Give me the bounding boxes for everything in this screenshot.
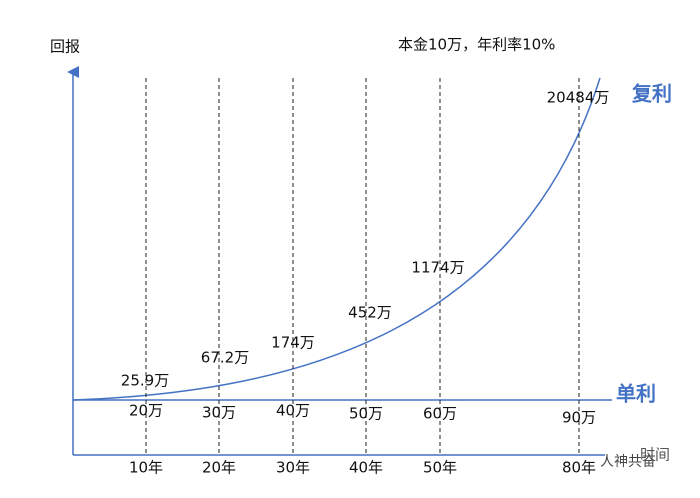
compound-value: 1174万: [411, 259, 464, 277]
compound-label: 复利: [631, 82, 672, 106]
watermark: 人神共奋: [600, 454, 656, 470]
year-label: 20年: [202, 459, 236, 477]
year-label: 30年: [276, 459, 310, 477]
note: 本金10万，年利率10%: [398, 36, 555, 54]
compound-curve: [72, 77, 601, 401]
compound-value: 67.2万: [201, 349, 249, 367]
simple-value: 20万: [129, 402, 163, 420]
simple-value: 50万: [349, 405, 383, 423]
compound-value: 25.9万: [121, 372, 169, 390]
year-label: 50年: [423, 459, 457, 477]
compound-value: 174万: [271, 334, 315, 352]
compound-value: 452万: [348, 304, 392, 322]
compound-value: 20484万: [547, 89, 610, 107]
simple-label: 单利: [616, 382, 656, 406]
year-label: 80年: [562, 459, 596, 477]
year-label: 10年: [129, 459, 163, 477]
year-label: 40年: [349, 459, 383, 477]
simple-value: 60万: [423, 405, 457, 423]
x-axis-label: 时间: [640, 446, 670, 464]
simple-value: 30万: [202, 404, 236, 422]
simple-value: 90万: [562, 409, 596, 427]
y-axis-label: 回报: [50, 38, 80, 56]
simple-value: 40万: [276, 402, 310, 420]
